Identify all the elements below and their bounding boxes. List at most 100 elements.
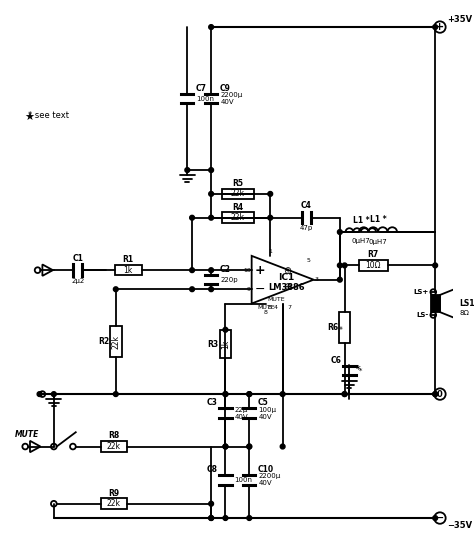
Circle shape — [185, 168, 190, 172]
Circle shape — [337, 230, 342, 235]
Circle shape — [209, 191, 213, 196]
Text: R2: R2 — [98, 337, 109, 346]
Circle shape — [113, 392, 118, 397]
Circle shape — [223, 392, 228, 397]
Circle shape — [223, 444, 228, 449]
Text: 0μH7: 0μH7 — [369, 238, 387, 245]
Text: 22k: 22k — [107, 499, 121, 508]
Bar — [339, 312, 350, 342]
Text: *: * — [358, 367, 362, 373]
Circle shape — [247, 392, 252, 397]
Circle shape — [209, 516, 213, 520]
Text: R3: R3 — [208, 340, 219, 348]
Circle shape — [209, 268, 213, 272]
Text: 2μ2: 2μ2 — [71, 278, 84, 284]
Text: 4: 4 — [274, 305, 278, 311]
Text: MUTE: MUTE — [257, 305, 275, 311]
Circle shape — [337, 263, 342, 268]
Text: *: * — [340, 325, 349, 329]
Text: R9: R9 — [109, 488, 119, 498]
Text: +: + — [435, 22, 445, 32]
Text: R8: R8 — [108, 432, 119, 440]
Text: LM3886: LM3886 — [268, 283, 305, 292]
Circle shape — [268, 216, 273, 220]
Text: R5: R5 — [232, 179, 243, 188]
Text: C3: C3 — [207, 398, 218, 408]
Circle shape — [342, 263, 347, 268]
Text: 8Ω: 8Ω — [459, 310, 469, 316]
Circle shape — [190, 287, 194, 292]
Text: R6: R6 — [327, 323, 338, 332]
Bar — [100, 498, 127, 509]
Circle shape — [209, 168, 213, 172]
Circle shape — [247, 516, 252, 520]
Text: ⊕: ⊕ — [283, 266, 292, 276]
Text: 0μH7: 0μH7 — [351, 238, 370, 244]
Text: 22μ
40V: 22μ 40V — [235, 406, 248, 420]
Circle shape — [223, 327, 228, 332]
Text: 47p: 47p — [300, 225, 313, 231]
Circle shape — [190, 216, 194, 220]
Text: 22k: 22k — [231, 189, 245, 199]
Circle shape — [433, 392, 438, 397]
Text: 7: 7 — [287, 305, 292, 311]
Text: 8: 8 — [264, 310, 268, 315]
Bar — [100, 441, 127, 452]
Circle shape — [223, 516, 228, 520]
Circle shape — [342, 392, 347, 397]
Text: −: − — [255, 283, 265, 296]
Circle shape — [209, 25, 213, 30]
Text: 1: 1 — [268, 249, 272, 254]
Text: MUTE: MUTE — [268, 296, 285, 301]
Circle shape — [190, 268, 194, 272]
Text: C10: C10 — [257, 465, 273, 474]
Text: R4: R4 — [232, 202, 243, 212]
Text: 100n: 100n — [235, 477, 253, 483]
Text: C4: C4 — [301, 201, 312, 210]
Text: LS+: LS+ — [413, 289, 428, 295]
Text: IC1: IC1 — [278, 274, 294, 282]
Text: 9: 9 — [246, 287, 251, 292]
Text: * see text: * see text — [28, 111, 69, 120]
Circle shape — [209, 516, 213, 520]
Text: R7: R7 — [367, 250, 379, 259]
Bar — [220, 330, 231, 358]
Text: 22k: 22k — [107, 442, 121, 451]
Bar — [359, 260, 388, 271]
Text: 2200μ
40V: 2200μ 40V — [258, 473, 281, 486]
Circle shape — [247, 444, 252, 449]
Text: L1 *: L1 * — [353, 217, 369, 225]
Text: R1: R1 — [123, 255, 134, 264]
Text: −: − — [435, 513, 445, 523]
Circle shape — [280, 392, 285, 397]
Circle shape — [268, 191, 273, 196]
Circle shape — [280, 444, 285, 449]
Text: *: * — [356, 365, 361, 375]
Circle shape — [209, 216, 213, 220]
Text: C1: C1 — [72, 254, 83, 263]
Circle shape — [247, 444, 252, 449]
Text: C2: C2 — [219, 265, 230, 274]
Text: 22k: 22k — [231, 213, 245, 222]
Circle shape — [433, 263, 438, 268]
Text: ⊕: ⊕ — [283, 282, 292, 292]
Text: 5: 5 — [307, 258, 311, 263]
Circle shape — [223, 444, 228, 449]
Text: 220p: 220p — [220, 277, 238, 283]
Circle shape — [337, 277, 342, 282]
Bar — [115, 265, 142, 275]
Text: C7: C7 — [195, 84, 206, 93]
Text: 10Ω: 10Ω — [365, 261, 381, 270]
Text: 1k: 1k — [221, 340, 230, 348]
Text: L1 *: L1 * — [370, 216, 386, 224]
Text: C8: C8 — [206, 465, 218, 474]
Text: 1k: 1k — [124, 266, 133, 275]
Text: +35V: +35V — [447, 15, 473, 24]
Text: MUTE: MUTE — [15, 430, 39, 439]
Text: C6: C6 — [330, 356, 341, 364]
Circle shape — [223, 392, 228, 397]
Text: 10: 10 — [243, 267, 251, 272]
Text: 2200μ
40V: 2200μ 40V — [220, 92, 242, 105]
Text: LS-: LS- — [416, 312, 428, 318]
Text: LS1: LS1 — [459, 299, 474, 308]
